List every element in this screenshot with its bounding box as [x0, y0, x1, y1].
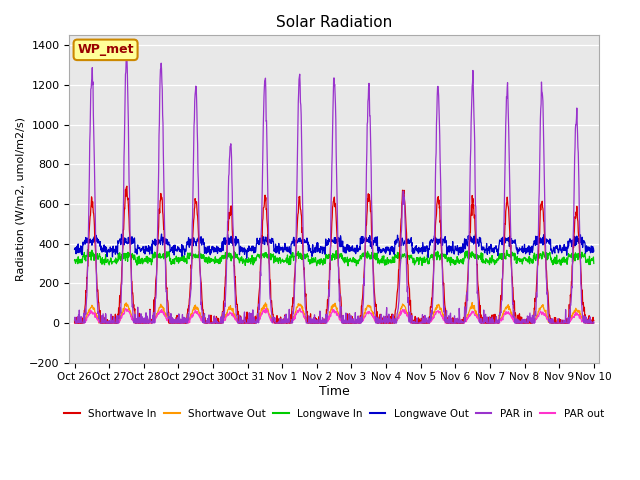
Text: WP_met: WP_met: [77, 43, 134, 56]
Legend: Shortwave In, Shortwave Out, Longwave In, Longwave Out, PAR in, PAR out: Shortwave In, Shortwave Out, Longwave In…: [60, 405, 608, 423]
X-axis label: Time: Time: [319, 385, 349, 398]
Y-axis label: Radiation (W/m2, umol/m2/s): Radiation (W/m2, umol/m2/s): [15, 117, 25, 281]
Title: Solar Radiation: Solar Radiation: [276, 15, 392, 30]
